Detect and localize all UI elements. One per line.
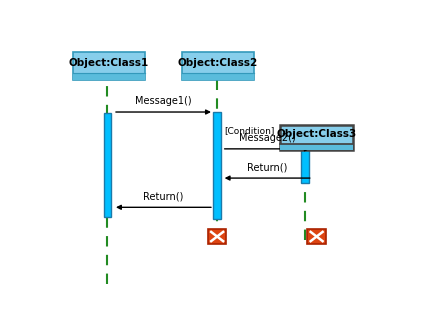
Text: Return(): Return() (143, 192, 184, 202)
Bar (307, 229, 326, 244)
Text: Return(): Return() (247, 162, 287, 173)
Bar (208, 229, 227, 244)
Text: Message1(): Message1() (135, 96, 192, 107)
Bar (181, 52, 254, 80)
Bar (181, 73, 254, 80)
Text: Message2(): Message2() (239, 133, 296, 143)
Bar (104, 113, 111, 217)
Bar (280, 144, 353, 150)
Text: Object:Class2: Object:Class2 (178, 58, 258, 68)
Bar (301, 149, 309, 183)
Bar (73, 73, 145, 80)
Bar (280, 125, 353, 150)
Bar (213, 112, 221, 219)
Text: Object:Class3: Object:Class3 (277, 129, 357, 139)
Text: [Condition]: [Condition] (224, 126, 275, 135)
Bar (73, 52, 145, 80)
Text: Object:Class1: Object:Class1 (69, 58, 149, 68)
